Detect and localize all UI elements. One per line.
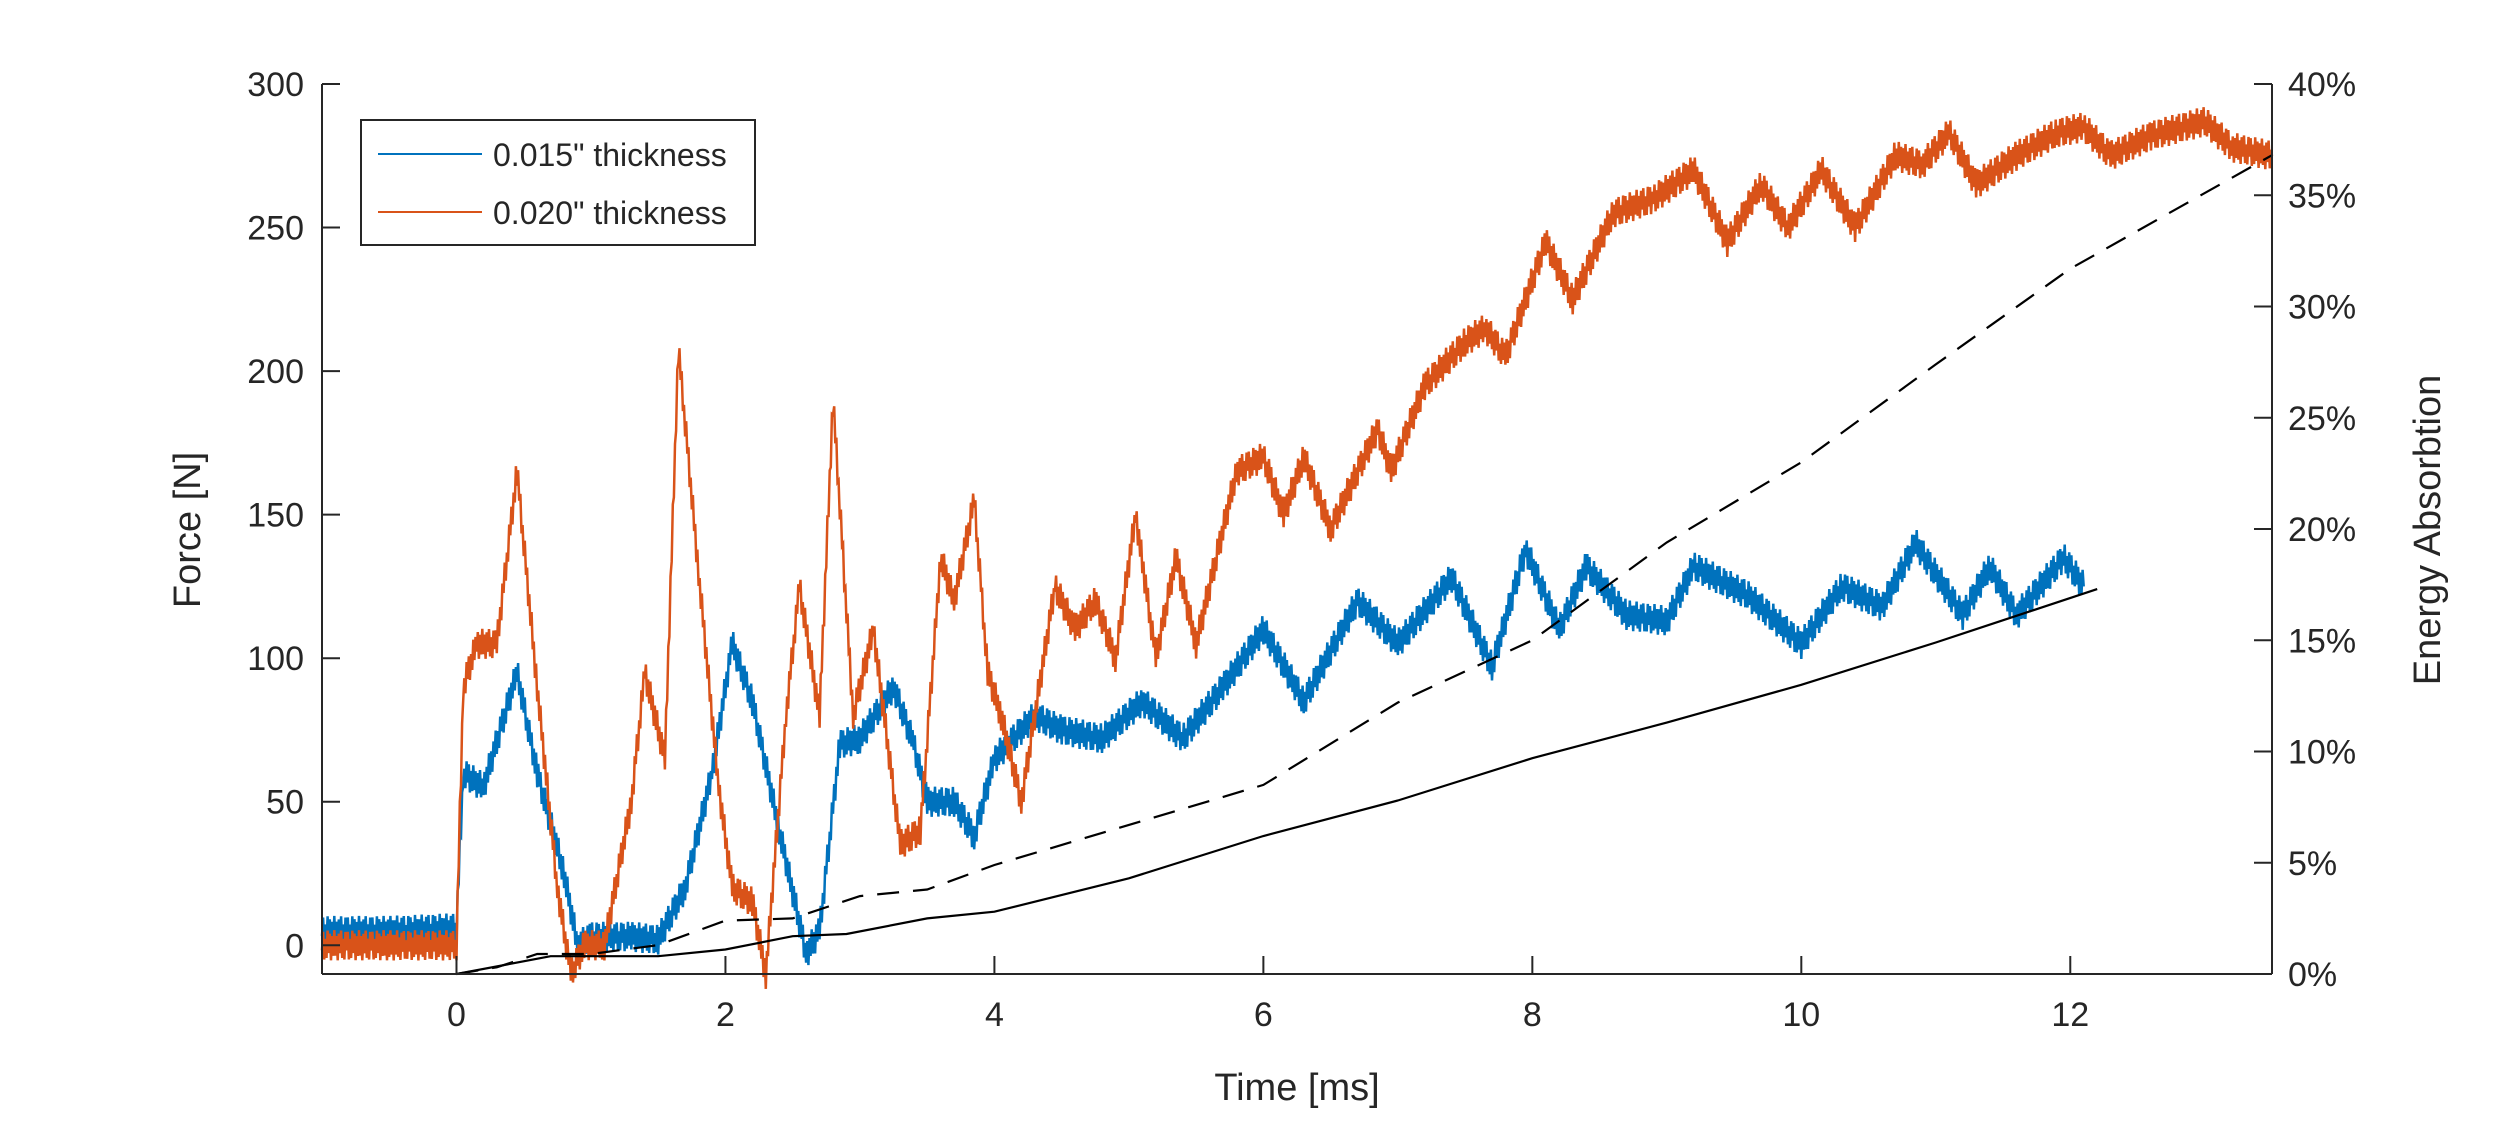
y2-tick-label: 10% [2288, 734, 2356, 772]
y-tick-label: 50 [266, 784, 304, 822]
legend-label-0020: 0.020" thickness [493, 195, 727, 231]
y2-tick-label: 40% [2288, 66, 2356, 104]
series-line-2 [456, 588, 2098, 976]
y-tick-label: 250 [247, 210, 304, 248]
legend-label-0015: 0.015" thickness [493, 137, 727, 173]
x-axis-label: Time [ms] [1214, 1067, 1379, 1109]
x-tick-label: 2 [716, 996, 735, 1034]
axes: 0 2 4 6 8 10 12 0 50 100 150 200 250 300 0% 5% 10% 15% 20%… [247, 66, 2356, 1034]
y2-tick-label: 5% [2288, 845, 2337, 883]
y-tick-label: 0 [285, 927, 304, 965]
x-tick-label: 8 [1523, 996, 1542, 1034]
plot-lines [320, 107, 2274, 989]
y2-tick-label: 20% [2288, 511, 2356, 549]
x-tick-label: 6 [1254, 996, 1273, 1034]
series-line-1 [320, 107, 2274, 989]
series-line-0 [320, 529, 2085, 966]
series-line-3 [456, 154, 2273, 976]
x-tick-label: 0 [447, 996, 466, 1034]
y2-tick-label: 15% [2288, 622, 2356, 660]
legend: 0.015" thickness 0.020" thickness [360, 119, 756, 246]
y-tick-label: 200 [247, 353, 304, 391]
x-tick-label: 12 [2051, 996, 2089, 1034]
y2-tick-label: 30% [2288, 289, 2356, 327]
x-tick-label: 4 [985, 996, 1004, 1034]
y-tick-label: 150 [247, 497, 304, 535]
y2-axis-label: Energy Absorbtion [2407, 375, 2449, 686]
y-axis-label: Force [N] [167, 452, 209, 608]
y-tick-label: 300 [247, 66, 304, 104]
legend-box [360, 119, 756, 246]
y2-tick-label: 35% [2288, 177, 2356, 215]
x-tick-label: 10 [1782, 996, 1820, 1034]
y2-tick-label: 25% [2288, 400, 2356, 438]
y-tick-label: 100 [247, 640, 304, 678]
y2-tick-label: 0% [2288, 956, 2337, 994]
